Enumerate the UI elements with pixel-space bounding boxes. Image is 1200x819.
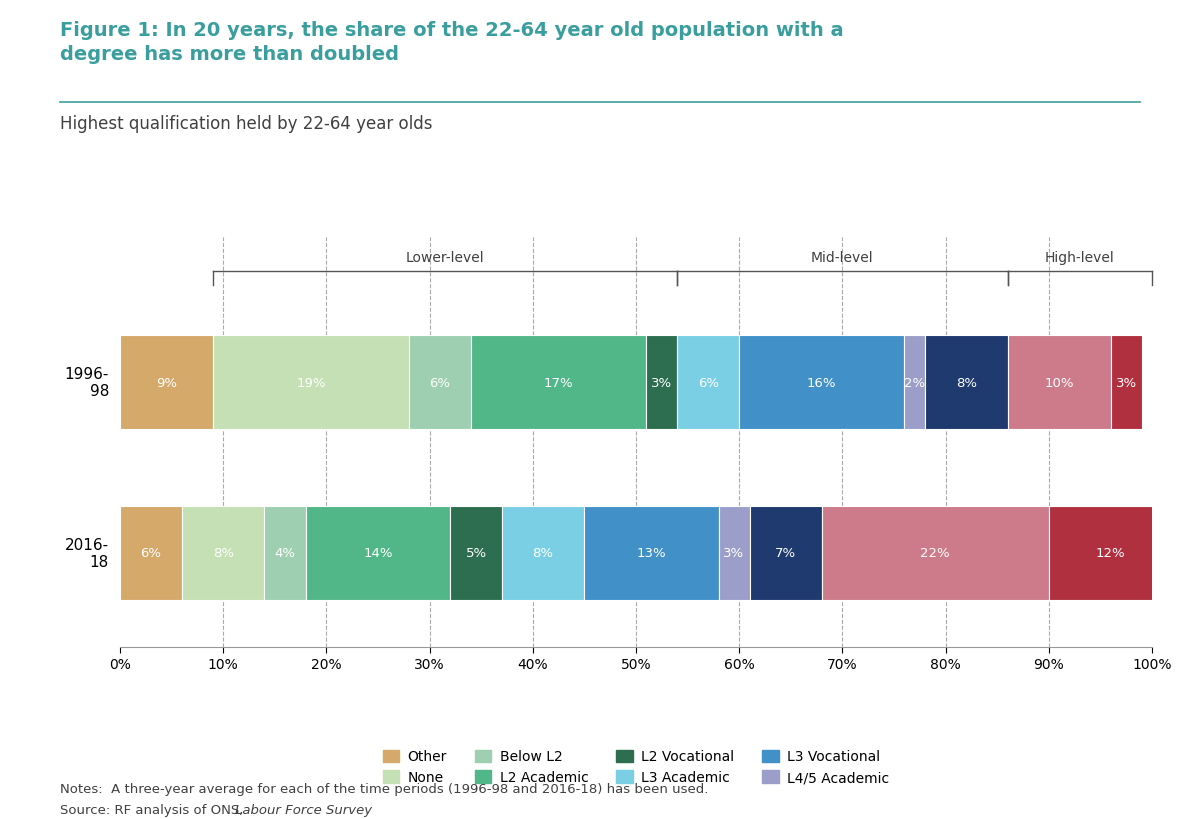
Bar [502, 506, 584, 600]
Bar [739, 336, 905, 429]
Text: Labour Force Survey: Labour Force Survey [235, 803, 372, 816]
Text: Source: RF analysis of ONS,: Source: RF analysis of ONS, [60, 803, 247, 816]
Bar [905, 336, 925, 429]
Bar [1111, 336, 1141, 429]
Text: 6%: 6% [140, 546, 162, 559]
Text: 14%: 14% [364, 546, 392, 559]
Text: 12%: 12% [1096, 546, 1126, 559]
Text: 5%: 5% [466, 546, 487, 559]
Bar [719, 506, 750, 600]
Text: Lower-level: Lower-level [406, 251, 485, 265]
Text: Notes:  A three-year average for each of the time periods (1996-98 and 2016-18) : Notes: A three-year average for each of … [60, 782, 708, 795]
Text: 8%: 8% [212, 546, 234, 559]
Text: 10%: 10% [1044, 376, 1074, 389]
Bar [182, 506, 264, 600]
Bar [212, 336, 409, 429]
Text: 17%: 17% [544, 376, 574, 389]
Text: 9%: 9% [156, 376, 176, 389]
Text: 3%: 3% [724, 546, 745, 559]
Bar [264, 506, 306, 600]
Bar [306, 506, 450, 600]
Legend: Other, None, Below L2, L2 Academic, L2 Vocational, L3 Academic, L3 Vocational, L: Other, None, Below L2, L2 Academic, L2 V… [377, 744, 895, 790]
Bar [120, 506, 182, 600]
Text: High-level: High-level [1045, 251, 1115, 265]
Text: Figure 1: In 20 years, the share of the 22-64 year old population with a
degree : Figure 1: In 20 years, the share of the … [60, 20, 844, 65]
Text: 4%: 4% [275, 546, 295, 559]
Text: 8%: 8% [533, 546, 553, 559]
Bar [584, 506, 719, 600]
Text: 3%: 3% [1116, 376, 1136, 389]
Text: 22%: 22% [920, 546, 950, 559]
Text: 8%: 8% [955, 376, 977, 389]
Text: 16%: 16% [808, 376, 836, 389]
Text: 6%: 6% [430, 376, 450, 389]
Bar [409, 336, 470, 429]
Bar [1049, 506, 1172, 600]
Text: Highest qualification held by 22-64 year olds: Highest qualification held by 22-64 year… [60, 115, 432, 133]
Bar [450, 506, 502, 600]
Bar [750, 506, 822, 600]
Text: 3%: 3% [652, 376, 672, 389]
Bar [677, 336, 739, 429]
Text: 13%: 13% [637, 546, 666, 559]
Text: 19%: 19% [296, 376, 325, 389]
Text: 7%: 7% [775, 546, 797, 559]
Bar [120, 336, 212, 429]
Bar [647, 336, 677, 429]
Text: 2%: 2% [904, 376, 925, 389]
Text: 6%: 6% [697, 376, 719, 389]
Bar [1008, 336, 1111, 429]
Bar [925, 336, 1008, 429]
Bar [822, 506, 1049, 600]
Text: Mid-level: Mid-level [811, 251, 874, 265]
Bar [470, 336, 647, 429]
